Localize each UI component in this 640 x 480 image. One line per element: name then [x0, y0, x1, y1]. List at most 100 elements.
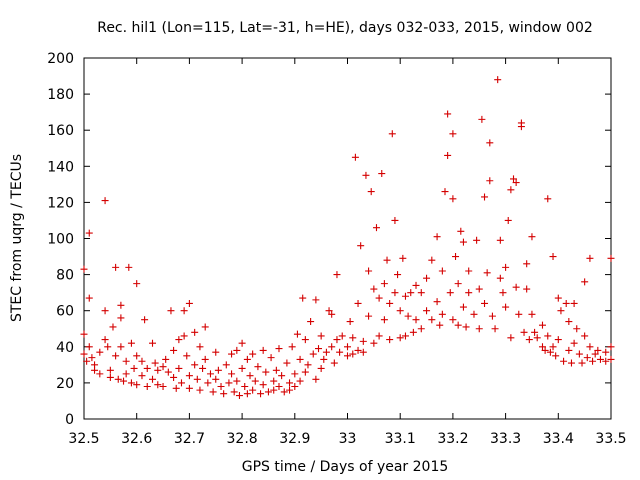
- data-point: [249, 386, 257, 394]
- data-point: [88, 354, 96, 362]
- data-point: [449, 130, 457, 138]
- y-tick-label: 180: [47, 87, 74, 103]
- data-point: [573, 325, 581, 333]
- data-point: [259, 346, 267, 354]
- data-point: [80, 265, 88, 273]
- data-point: [523, 260, 531, 268]
- data-point: [507, 334, 515, 342]
- data-point: [581, 332, 589, 340]
- data-point: [504, 216, 512, 224]
- data-point: [370, 339, 378, 347]
- data-point: [554, 294, 562, 302]
- data-point: [436, 321, 444, 329]
- data-point: [401, 292, 409, 300]
- data-point: [191, 361, 199, 369]
- x-axis: 32.5 32.6 32.7 32.8 32.9 33 33.1 33.2 33.3 33.4 33…: [68, 58, 627, 447]
- data-point: [307, 318, 315, 326]
- data-point: [586, 343, 594, 351]
- data-point: [502, 303, 510, 311]
- x-tick-label: 33.5: [595, 431, 626, 447]
- data-point: [246, 372, 254, 380]
- data-point: [141, 316, 149, 324]
- data-point: [212, 375, 220, 383]
- data-point: [562, 299, 570, 307]
- data-point: [175, 364, 183, 372]
- data-point: [122, 357, 130, 365]
- data-point: [423, 274, 431, 282]
- data-point: [317, 364, 325, 372]
- data-point: [201, 355, 209, 363]
- y-axis: 0 20 40 60 80 100 120 140 160 180 200: [47, 51, 611, 428]
- data-point: [465, 289, 473, 297]
- data-point: [520, 328, 528, 336]
- data-point: [375, 294, 383, 302]
- data-point: [328, 310, 336, 318]
- data-point: [444, 151, 452, 159]
- data-point: [133, 280, 141, 288]
- data-point: [349, 350, 357, 358]
- data-point: [304, 361, 312, 369]
- data-point: [220, 390, 228, 398]
- data-point: [204, 379, 212, 387]
- data-point: [185, 299, 193, 307]
- data-point: [243, 390, 251, 398]
- data-point: [370, 285, 378, 293]
- data-point: [391, 216, 399, 224]
- data-point: [133, 352, 141, 360]
- data-point: [320, 355, 328, 363]
- data-point: [496, 274, 504, 282]
- data-point: [104, 343, 112, 351]
- data-point: [328, 343, 336, 351]
- data-point: [565, 346, 573, 354]
- data-point: [299, 294, 307, 302]
- y-tick-label: 60: [56, 304, 74, 320]
- data-point: [591, 350, 599, 358]
- data-point: [357, 242, 365, 250]
- data-point: [570, 299, 578, 307]
- y-tick-label: 120: [47, 195, 74, 211]
- data-point: [383, 256, 391, 264]
- data-point: [315, 345, 323, 353]
- data-point: [512, 179, 520, 187]
- data-point: [149, 339, 157, 347]
- data-point: [80, 350, 88, 358]
- data-point: [409, 328, 417, 336]
- data-point: [483, 269, 491, 277]
- data-point: [209, 388, 217, 396]
- data-point: [541, 346, 549, 354]
- x-tick-label: 33.3: [490, 431, 521, 447]
- data-point: [441, 188, 449, 196]
- data-point: [191, 328, 199, 336]
- data-point: [238, 364, 246, 372]
- data-point: [470, 310, 478, 318]
- data-point: [120, 377, 128, 385]
- x-tick-label: 32.6: [121, 431, 152, 447]
- data-point: [438, 267, 446, 275]
- data-point: [185, 384, 193, 392]
- data-point: [201, 323, 209, 331]
- data-point: [283, 359, 291, 367]
- data-point: [127, 339, 135, 347]
- x-tick-label: 33.1: [385, 431, 416, 447]
- data-point: [312, 375, 320, 383]
- data-point: [438, 310, 446, 318]
- data-point: [578, 359, 586, 367]
- data-point: [459, 238, 467, 246]
- data-point: [538, 321, 546, 329]
- data-point: [193, 375, 201, 383]
- data-point: [333, 271, 341, 279]
- data-point: [531, 328, 539, 336]
- data-point: [312, 296, 320, 304]
- data-point: [549, 253, 557, 261]
- data-point: [486, 177, 494, 185]
- data-point: [296, 355, 304, 363]
- data-point: [546, 348, 554, 356]
- data-point: [565, 318, 573, 326]
- data-point: [475, 285, 483, 293]
- data-point: [512, 283, 520, 291]
- data-point: [433, 298, 441, 306]
- data-point: [301, 368, 309, 376]
- data-point: [109, 323, 117, 331]
- data-point: [365, 312, 373, 320]
